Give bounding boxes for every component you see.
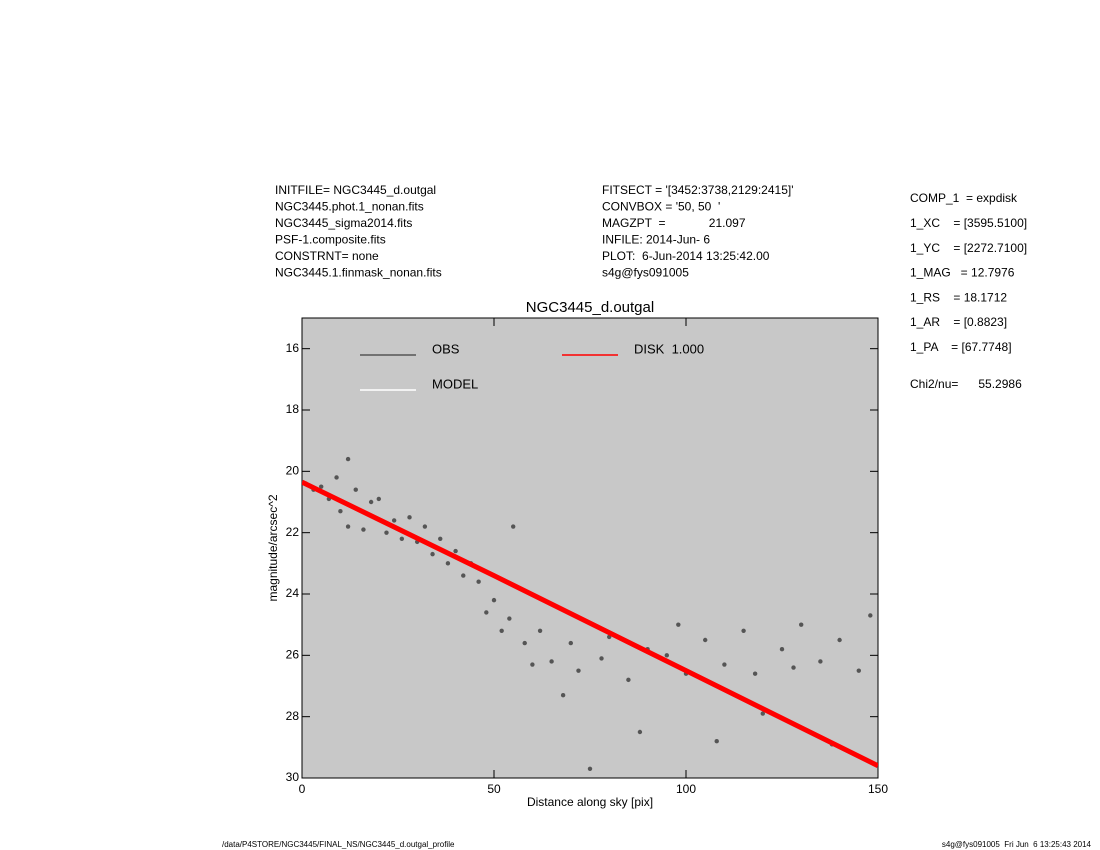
obs-point [453,548,458,554]
obs-point [319,484,324,489]
model-line [302,479,878,768]
obs-point [560,693,566,698]
obs-point [791,665,796,670]
legend-label: MODEL [432,376,478,391]
obs-point [799,622,804,627]
header-middle-line: s4g@fys091005 [602,266,689,280]
header-middle-line: PLOT: 6-Jun-2014 13:25:42.00 [602,249,770,263]
header-middle-line: INFILE: 2014-Jun- 6 [602,233,710,247]
x-tick-label: 100 [676,782,696,796]
chi-square: Chi2/nu= 55.2986 [910,377,1022,391]
obs-point [422,524,428,529]
footer-path: /data/P4STORE/NGC3445/FINAL_NS/NGC3445_d… [222,840,455,849]
header-left-line: CONSTRNT= none [275,249,379,263]
obs-point [837,637,842,643]
header-middle-line: CONVBOX = '50, 50 ' [602,200,720,214]
obs-point [868,613,873,618]
header-left-line: NGC3445_sigma2014.fits [275,216,412,230]
y-tick-label: 22 [286,525,300,539]
parameter-line: 1_MAG = 12.7976 [910,266,1015,280]
obs-point [407,515,412,520]
obs-point [522,640,527,646]
obs-point [368,499,374,505]
plot-area [301,317,879,779]
obs-point [537,628,543,633]
plot-marks [302,456,878,771]
header-left-line: NGC3445.phot.1_nonan.fits [275,200,424,214]
header-middle-line: MAGZPT = 21.097 [602,216,746,230]
obs-point [491,597,497,603]
obs-point [626,677,631,683]
y-axis-label: magnitude/arcsec^2 [266,494,280,601]
y-tick-label: 20 [286,464,300,478]
obs-point [818,659,823,664]
x-tick-label: 0 [299,782,306,796]
y-tick-label: 26 [286,648,300,662]
legend-label: OBS [432,341,460,356]
obs-point [445,561,451,566]
obs-point [484,610,489,615]
chart-title: NGC3445_d.outgal [526,299,654,316]
obs-point [334,475,339,480]
obs-point [714,739,719,744]
obs-point [779,647,785,652]
obs-point [530,662,535,667]
obs-point [345,456,351,462]
obs-point [752,671,758,676]
obs-point [438,536,443,541]
header-left-line: NGC3445.1.finmask_nonan.fits [275,266,442,280]
obs-point [568,640,573,646]
obs-point [856,668,861,673]
obs-point [664,653,669,658]
y-tick-label: 28 [286,709,300,723]
legend-label: DISK 1.000 [634,341,704,356]
x-tick-label: 150 [868,782,888,796]
obs-point [703,637,708,643]
header-left-line: PSF-1.composite.fits [275,233,386,247]
y-tick-label: 18 [286,402,300,416]
obs-point [338,509,343,514]
obs-point [430,551,435,557]
obs-point [361,527,366,532]
obs-point [576,668,581,673]
y-tick-label: 30 [286,770,300,784]
header-left-line: INITFILE= NGC3445_d.outgal [275,183,436,197]
obs-point [599,656,604,661]
header-middle-line: FITSECT = '[3452:3738,2129:2415]' [602,183,794,197]
obs-point [507,616,512,621]
obs-point [353,487,358,492]
obs-point [637,729,643,735]
parameter-line: 1_PA = [67.7748] [910,340,1012,354]
y-tick-label: 24 [286,586,300,600]
obs-point [722,662,727,667]
parameter-line: 1_RS = 18.1712 [910,290,1007,304]
obs-point [461,573,466,578]
parameter-line: 1_XC = [3595.5100] [910,216,1027,230]
obs-point [760,711,765,716]
obs-point [376,496,381,502]
obs-point [499,628,504,633]
x-tick-label: 50 [487,782,501,796]
obs-point [345,524,351,529]
parameter-line: 1_AR = [0.8823] [910,315,1007,329]
obs-point [587,766,593,771]
obs-point [741,628,746,633]
obs-point [399,536,405,541]
obs-point [476,579,481,584]
obs-point [384,530,389,535]
parameter-line: 1_YC = [2272.7100] [910,241,1027,255]
header: INITFILE= NGC3445_d.outgal NGC3445.phot.1… [275,183,1027,391]
obs-point [511,524,516,529]
obs-point [391,518,397,523]
obs-point [549,659,554,664]
footer-stamp: s4g@fys091005 Fri Jun 6 13:25:43 2014 [942,840,1092,849]
x-axis-label: Distance along sky [pix] [527,795,653,809]
parameter-line: COMP_1 = expdisk [910,191,1018,205]
axes: 16 18 20 22 24 26 28 300 50 100 150 [286,318,888,796]
y-tick-label: 16 [286,341,300,355]
obs-point [676,622,681,627]
